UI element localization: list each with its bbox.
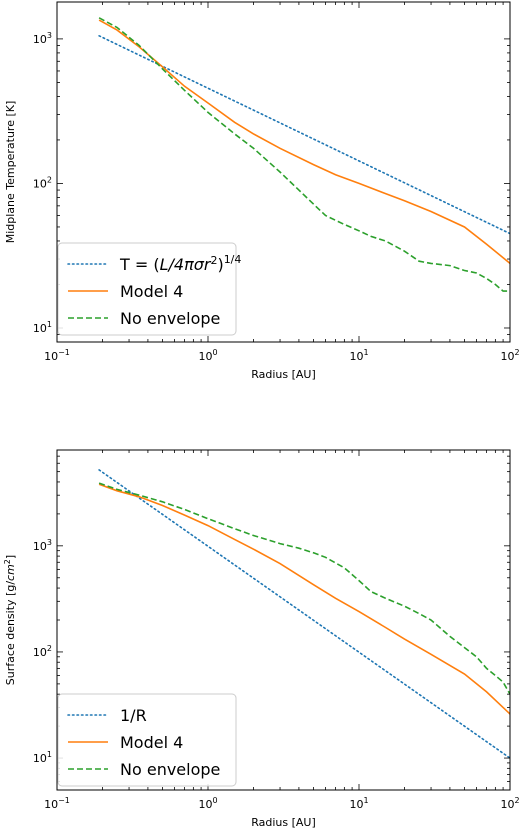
x-tick-label-exp: 2 xyxy=(514,348,519,357)
x-tick-label-base: 10 xyxy=(500,350,514,363)
x-tick-label-exp: −1 xyxy=(58,348,70,357)
y-axis-label-part: ] xyxy=(4,555,17,559)
x-tick-label-exp: −1 xyxy=(58,796,70,805)
y-tick-label-base: 10 xyxy=(33,646,47,659)
series-line-1 xyxy=(98,483,510,715)
legend-label-0: T = (L/4πσr2)1/4 xyxy=(119,253,241,274)
y-tick-label: 101 xyxy=(33,320,52,335)
x-tick-label-base: 10 xyxy=(44,798,58,811)
x-tick-label-base: 10 xyxy=(349,798,363,811)
plot-frame xyxy=(56,1,511,343)
x-tick-label-exp: 1 xyxy=(363,348,368,357)
legend-label-1: Model 4 xyxy=(120,282,183,301)
x-axis-label: Radius [AU] xyxy=(251,368,316,381)
x-tick-label-base: 10 xyxy=(44,350,58,363)
x-tick-label: 102 xyxy=(500,348,519,363)
y-tick-label: 103 xyxy=(33,538,52,553)
series-line-1 xyxy=(98,19,510,265)
x-tick-label: 10−1 xyxy=(44,796,70,811)
x-tick-label: 10−1 xyxy=(44,348,70,363)
x-tick-label: 101 xyxy=(349,348,368,363)
x-tick-label: 102 xyxy=(500,796,519,811)
series-line-0 xyxy=(98,469,510,759)
legend-label-part: T = ( xyxy=(119,255,160,274)
y-tick-label: 103 xyxy=(33,31,52,46)
y-axis-label-part: Surface density [g/ xyxy=(4,581,17,686)
series-line-0 xyxy=(98,34,510,235)
legend-box xyxy=(57,242,237,336)
y-tick-label-exp: 1 xyxy=(47,750,52,759)
x-axis-label: Radius [AU] xyxy=(251,816,316,828)
x-tick-label-base: 10 xyxy=(349,350,363,363)
legend-label-part: L/4πσr xyxy=(160,255,212,274)
y-tick-label-base: 10 xyxy=(33,177,47,190)
y-tick-label-base: 10 xyxy=(33,33,47,46)
legend-label-1: Model 4 xyxy=(120,733,183,752)
y-tick-label: 101 xyxy=(33,750,52,765)
y-tick-label-exp: 3 xyxy=(47,538,52,547)
y-tick-label-exp: 3 xyxy=(47,31,52,40)
y-axis-label-sup: 2 xyxy=(3,559,12,564)
y-axis-label: Midplane Temperature [K] xyxy=(4,101,17,244)
y-tick-label-base: 10 xyxy=(33,752,47,765)
legend: 1/R Model 4 No envelope xyxy=(57,693,237,787)
x-tick-label: 101 xyxy=(349,796,368,811)
x-tick-label-base: 10 xyxy=(198,350,212,363)
x-tick-label-exp: 1 xyxy=(363,796,368,805)
legend-label-part: ) xyxy=(217,255,223,274)
legend-label-2: No envelope xyxy=(120,760,220,779)
y-tick-label-exp: 2 xyxy=(47,644,52,653)
y-axis-label-part: cm xyxy=(4,564,17,581)
legend-label-sup: 2 xyxy=(210,254,217,267)
series-line-2 xyxy=(98,17,510,292)
y-tick-label-base: 10 xyxy=(33,540,47,553)
y-tick-label-base: 10 xyxy=(33,322,47,335)
x-tick-label-base: 10 xyxy=(198,798,212,811)
legend: T = (L/4πσr2)1/4 Model 4 No envelope xyxy=(57,242,241,336)
y-axis-label: Surface density [g/cm2] xyxy=(3,555,17,685)
legend-label-2: No envelope xyxy=(120,309,220,328)
series-line-2 xyxy=(98,482,510,695)
legend-box xyxy=(57,693,237,787)
y-tick-label-exp: 1 xyxy=(47,320,52,329)
y-tick-label-exp: 2 xyxy=(47,175,52,184)
y-tick-label: 102 xyxy=(33,644,52,659)
x-tick-label: 100 xyxy=(198,796,217,811)
x-tick-label-exp: 0 xyxy=(212,348,217,357)
x-tick-label: 100 xyxy=(198,348,217,363)
x-tick-label-exp: 0 xyxy=(212,796,217,805)
y-tick-label: 102 xyxy=(33,175,52,190)
legend-label-0: 1/R xyxy=(120,706,147,725)
legend-label-sup: 1/4 xyxy=(224,253,242,266)
x-tick-label-base: 10 xyxy=(500,798,514,811)
x-tick-label-exp: 2 xyxy=(514,796,519,805)
